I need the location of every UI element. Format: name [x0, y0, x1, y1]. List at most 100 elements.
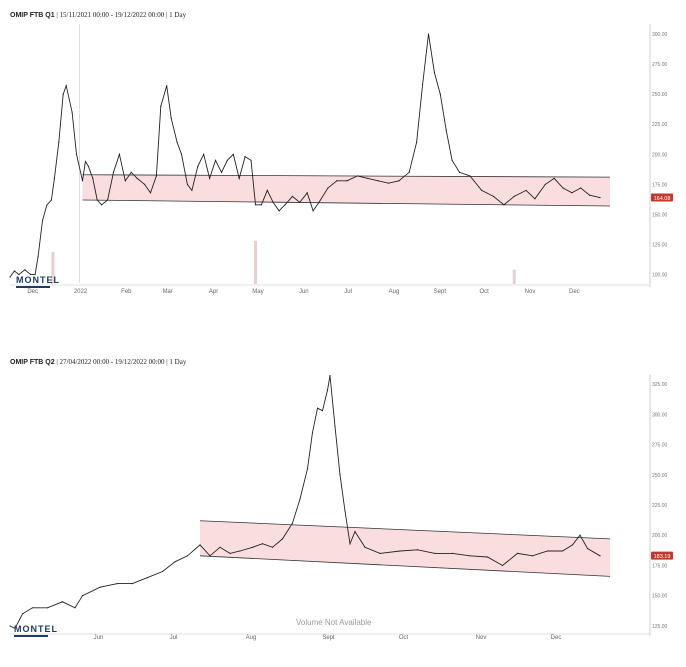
chart2-title: OMIP FTB Q2 | 27/04/2022 00:00 - 19/12/2… — [10, 358, 186, 366]
chart1-volume-bar — [512, 269, 516, 284]
chart1-price-point — [41, 219, 44, 222]
montel-logo: MONTEL — [16, 275, 60, 285]
chart1-price-point — [278, 210, 280, 212]
chart1-y-tick-label: 225.00 — [652, 122, 668, 128]
chart1-price-point — [53, 177, 55, 179]
chart1-x-tick-label: Apr — [209, 289, 218, 295]
chart1-price-point — [96, 199, 98, 201]
chart1-price-point — [421, 83, 424, 86]
chart2-price-point — [271, 546, 274, 548]
chart1-last-value-badge — [651, 193, 673, 202]
chart2-y-tick-label: 150.00 — [652, 594, 668, 600]
chart1-x-tick-label: 2022 — [74, 289, 88, 295]
chart1-x-tick-label: May — [252, 289, 263, 295]
chart1-channel-lower-line — [82, 199, 611, 207]
chart1-price-point — [571, 192, 573, 194]
chart1-price-point — [481, 189, 483, 191]
chart1-price-point — [166, 85, 168, 87]
chart1-price-point — [30, 273, 32, 276]
chart1-price-point — [62, 93, 64, 95]
chart1-price-point — [433, 71, 435, 74]
chart1-price-point — [544, 183, 546, 185]
chart2-price-point — [379, 552, 381, 554]
chart1-price-point — [525, 189, 527, 191]
chart2-price-point — [501, 564, 504, 567]
chart1-price-point — [136, 177, 138, 179]
chart1-price-point — [250, 159, 252, 161]
chart1-price-point — [130, 171, 132, 173]
chart1-y-tick-label: 200.00 — [652, 152, 668, 158]
chart2-price-point — [546, 550, 549, 552]
chart2-x-tick-label: Sept — [322, 635, 335, 641]
chart2-price-point — [21, 613, 24, 615]
chart1-price-point — [65, 85, 67, 87]
chart1-price-point — [312, 210, 314, 212]
chart1-price-point — [180, 153, 183, 155]
chart1-channel-upper-line — [82, 174, 611, 178]
chart2-title-instrument: OMIP FTB Q2 — [10, 359, 55, 366]
chart2-price-point — [146, 576, 149, 579]
montel-logo: MONTEL — [14, 624, 58, 634]
chart1-price-point — [346, 180, 348, 182]
chart1-price-point — [81, 180, 84, 182]
chart1-price-point — [143, 183, 146, 185]
chart2-channel-lower-line — [199, 555, 611, 577]
chart2-price-point — [434, 552, 436, 554]
chart2-price-point — [174, 561, 176, 563]
chart1-title: OMIP FTB Q1 | 15/11/2021 00:00 - 19/12/2… — [10, 11, 186, 19]
chart2-price-point — [14, 627, 16, 629]
chart2-price-point — [229, 552, 231, 554]
chart1-price-point — [445, 129, 447, 131]
chart1-price-point — [260, 204, 262, 206]
chart1-y-tick-label: 250.00 — [652, 92, 668, 98]
chart2-price-point — [586, 547, 589, 550]
chart1-price-point — [469, 175, 471, 177]
chart1-price-point — [387, 182, 390, 184]
chart1-price-point — [272, 201, 274, 204]
chart2-price-point — [579, 534, 581, 536]
chart1-price-point — [203, 153, 205, 155]
chart1-price-point — [492, 195, 495, 197]
chart1-x-tick-label: Mar — [163, 289, 173, 295]
chart1-x-tick-label: Jun — [299, 289, 309, 295]
chart1-price-point — [37, 255, 39, 258]
chart1-price-point — [299, 201, 301, 204]
chart2-price-point — [349, 543, 351, 545]
chart2-price-point — [46, 607, 49, 609]
chart1-price-point — [13, 270, 16, 272]
chart1-price-point — [176, 141, 178, 143]
chart2-title-range: | 27/04/2022 00:00 - 19/12/2022 00:00 | … — [56, 358, 187, 366]
chart2-x-tick-label: Aug — [246, 635, 257, 641]
chart2-price-point — [291, 522, 294, 524]
chart1-price-point — [84, 160, 87, 163]
chart2-price-point — [209, 555, 211, 557]
chart1-price-point — [191, 189, 193, 191]
chart1-channel-band — [82, 174, 611, 207]
chart2-x-tick-label: Jun — [94, 635, 104, 641]
chart1-volume-bar — [253, 240, 257, 284]
chart1-price-point — [306, 192, 308, 194]
chart2-price-point — [281, 538, 284, 540]
chart2-price-point — [451, 552, 454, 554]
chart1-price-point — [186, 183, 189, 185]
chart2-price-point — [306, 468, 309, 470]
chart2-price-point — [299, 498, 301, 500]
chart2-last-value-badge — [651, 551, 673, 560]
chart1-x-tick-label: Aug — [389, 289, 400, 295]
chart1-y-tick-label: 125.00 — [652, 243, 668, 249]
chart2-y-tick-label: 125.00 — [652, 624, 668, 630]
chart1-price-point — [439, 93, 441, 95]
chart1-price-point — [149, 192, 152, 194]
chart1-price-point — [291, 195, 294, 197]
chart1-price-point — [503, 204, 505, 206]
chart1-price-point — [9, 276, 11, 278]
chart1-price-point — [118, 153, 121, 155]
chart2-price-point — [131, 583, 134, 585]
chart1-y-tick-label: 150.00 — [652, 212, 668, 218]
chart1-price-point — [318, 201, 320, 204]
chart1-x-tick-label: Oct — [480, 289, 490, 295]
chart1-price-point — [408, 171, 410, 173]
chart2-price-point — [81, 595, 84, 597]
chart1-canvas[interactable]: 100.00 125.00 150.00 175.00 200.00 225.00 250.… — [0, 0, 686, 330]
